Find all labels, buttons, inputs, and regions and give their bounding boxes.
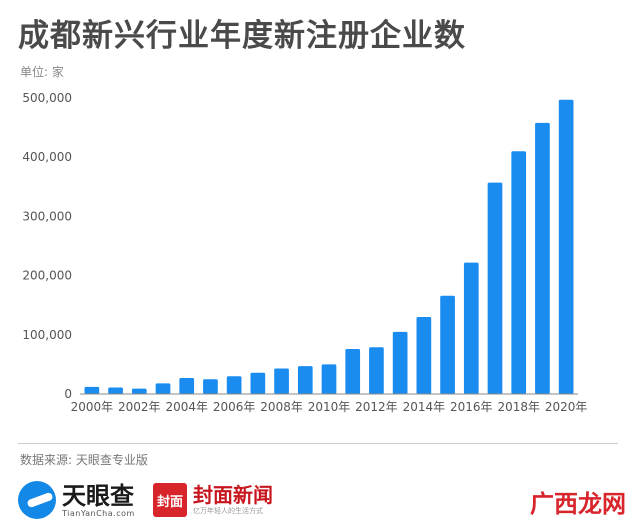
bar-2015年 (440, 295, 455, 394)
bar-2016年 (463, 262, 479, 394)
x-tick-label: 2016年 (450, 400, 493, 414)
bar-2008年 (274, 368, 289, 394)
data-source: 数据来源: 天眼查专业版 (20, 453, 148, 467)
fengmian-slogan: 亿万年轻人的生活方式 (193, 507, 263, 515)
corner-watermark: 广西龙网 (530, 490, 626, 518)
bar-2010年 (321, 364, 337, 394)
bar-2012年 (369, 347, 384, 394)
y-tick-label: 500,000 (22, 91, 72, 105)
x-tick-label: 2000年 (71, 400, 114, 414)
x-tick-label: 2014年 (403, 400, 446, 414)
tianyancha-url: TianYanCha.com (62, 508, 135, 518)
bars (84, 99, 574, 394)
bar-2020年 (558, 99, 574, 394)
tianyancha-logo: 天眼查 TianYanCha.com (18, 480, 135, 520)
bar-2005年 (203, 379, 218, 394)
x-tick-label: 2004年 (165, 400, 208, 414)
y-tick-label: 100,000 (22, 328, 72, 342)
x-tick-label: 2002年 (118, 400, 161, 414)
bar-2017年 (487, 182, 503, 394)
bar-2003年 (155, 383, 171, 394)
unit-label: 单位: 家 (20, 65, 64, 79)
tianyancha-logo-icon (18, 481, 56, 519)
bar-2000年 (84, 386, 100, 394)
bar-2009年 (297, 366, 313, 394)
x-tick-label: 2018年 (497, 400, 540, 414)
bar-2013年 (392, 331, 408, 394)
y-tick-label: 300,000 (22, 209, 72, 223)
y-tick-label: 0 (64, 387, 72, 401)
bar-2018年 (511, 151, 527, 394)
bar-chart: 0 100,000 200,000 300,000 400,000 500,000 200… (22, 91, 588, 414)
chart-title: 成都新兴行业年度新注册企业数 (18, 18, 466, 54)
bar-2011年 (345, 349, 361, 394)
y-tick-label: 400,000 (22, 150, 72, 164)
x-tick-label: 2010年 (308, 400, 351, 414)
bar-2004年 (179, 378, 195, 394)
bar-2007年 (250, 372, 266, 394)
bar-2001年 (108, 387, 123, 394)
fengmian-logo-text: 封面新闻 (193, 483, 273, 507)
bar-2014年 (416, 317, 432, 394)
x-tick-label: 2008年 (260, 400, 303, 414)
x-tick-label: 2020年 (545, 400, 588, 414)
bar-2019年 (535, 122, 550, 394)
x-tick-label: 2012年 (355, 400, 398, 414)
fengmian-logo: 封面 封面新闻 亿万年轻人的生活方式 (153, 480, 273, 520)
fengmian-badge-icon: 封面 (153, 483, 187, 517)
y-axis: 0 100,000 200,000 300,000 400,000 500,000 (22, 91, 72, 401)
bar-2006年 (226, 376, 242, 394)
tianyancha-logo-text: 天眼查 (62, 481, 134, 510)
footer-divider (18, 443, 618, 444)
x-tick-label: 2006年 (213, 400, 256, 414)
x-axis: 2000年 2002年 2004年 2006年 2008年 2010年 2012年 2014年… (71, 393, 588, 414)
bar-2002年 (131, 388, 147, 394)
y-tick-label: 200,000 (22, 269, 72, 283)
